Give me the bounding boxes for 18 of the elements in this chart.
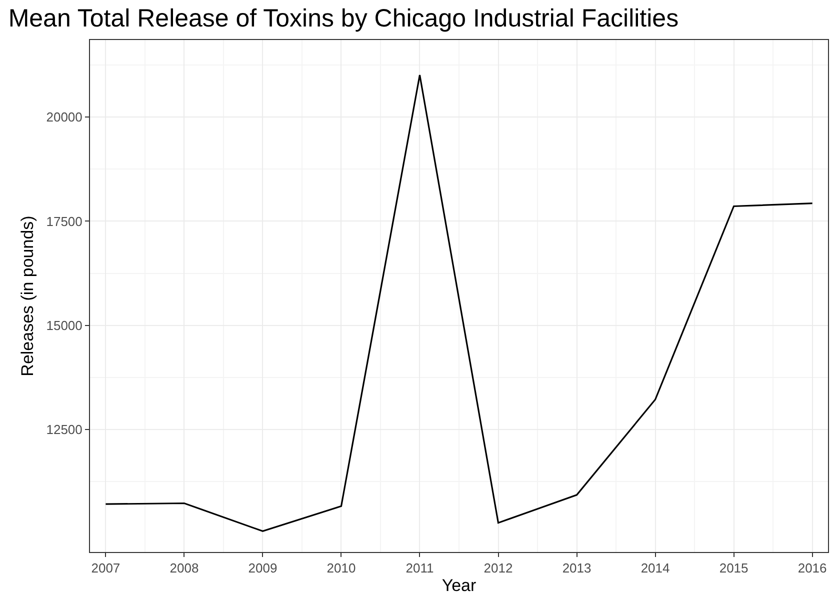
- y-axis-title: Releases (in pounds): [18, 216, 37, 376]
- y-tick-label: 15000: [46, 318, 82, 333]
- x-axis-title: Year: [442, 576, 477, 595]
- x-tick-label: 2007: [91, 560, 120, 576]
- y-tick-label: 17500: [46, 214, 82, 229]
- x-tick-label: 2011: [406, 560, 434, 576]
- x-tick-label: 2010: [326, 560, 356, 576]
- x-tick-label: 2016: [798, 560, 827, 576]
- x-tick-label: 2012: [484, 560, 513, 576]
- y-tick-label: 12500: [46, 422, 82, 438]
- line-series: [104, 74, 814, 532]
- x-tick-label: 2008: [170, 560, 199, 576]
- x-tick-label: 2013: [562, 560, 592, 576]
- x-tick-label: 2014: [640, 560, 670, 576]
- y-tick-label: 20000: [46, 110, 82, 125]
- chart-title: Mean Total Release of Toxins by Chicago Industrial Facilities: [8, 4, 679, 32]
- x-tick-label: 2015: [719, 560, 748, 576]
- x-tick-label: 2009: [248, 560, 278, 576]
